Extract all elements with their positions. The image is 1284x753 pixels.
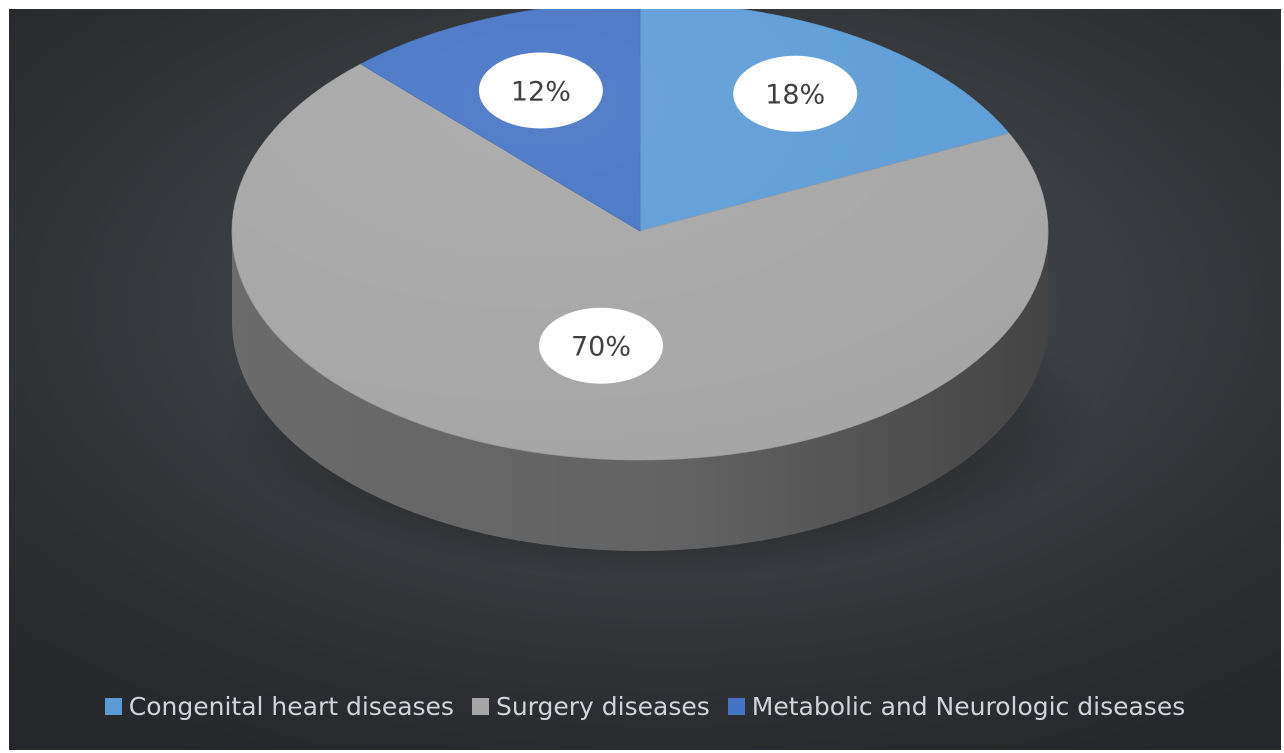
chart-area: 18% 70% 12% Congenital heart diseases Surge…: [9, 9, 1281, 750]
legend-swatch: [472, 698, 489, 715]
data-label-text: 18%: [765, 80, 825, 111]
legend: Congenital heart diseases Surgery disease…: [9, 681, 1281, 731]
data-label-surgery-diseases: 70%: [539, 308, 663, 384]
legend-label: Congenital heart diseases: [129, 692, 454, 721]
legend-item-surgery-diseases: Surgery diseases: [472, 692, 710, 721]
data-label-text: 12%: [511, 76, 571, 107]
legend-item-congenital-heart-diseases: Congenital heart diseases: [105, 692, 454, 721]
legend-label: Surgery diseases: [496, 692, 710, 721]
pie-top-shine: [232, 9, 1048, 460]
legend-swatch: [728, 698, 745, 715]
data-label-congenital-heart-diseases: 18%: [733, 56, 857, 132]
legend-label: Metabolic and Neurologic diseases: [752, 692, 1185, 721]
legend-item-metabolic-and-neurologic-diseases: Metabolic and Neurologic diseases: [728, 692, 1185, 721]
pie-chart: 18% 70% 12%: [9, 9, 1281, 669]
data-label-metabolic-and-neurologic-diseases: 12%: [479, 52, 603, 128]
legend-swatch: [105, 698, 122, 715]
data-label-text: 70%: [571, 332, 631, 363]
